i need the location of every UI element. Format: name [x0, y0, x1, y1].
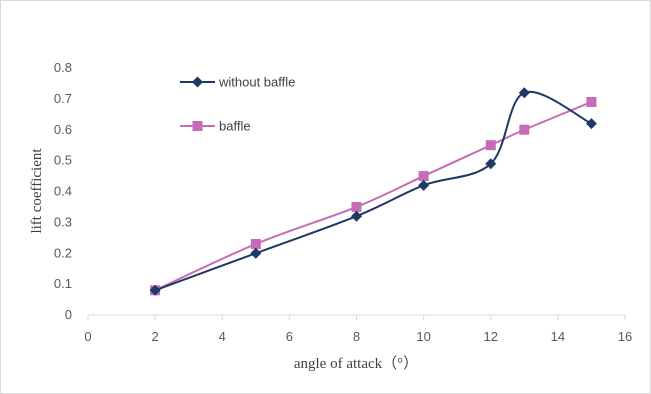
- x-axis: 0 2 4 6 8 10 12 14 16: [84, 314, 632, 344]
- data-point: [519, 124, 530, 135]
- legend-item: baffle: [180, 119, 251, 134]
- y-tick-label: 0.6: [54, 122, 72, 137]
- x-tick-label: 8: [353, 329, 360, 344]
- x-tick-label: 4: [219, 329, 226, 344]
- y-tick-label: 0.1: [54, 276, 72, 291]
- x-tick-label: 10: [416, 329, 430, 344]
- series-baffle: [150, 96, 597, 296]
- data-point: [250, 247, 262, 259]
- x-axis-title: angle of attack（°）: [294, 355, 418, 372]
- x-tick-label: 6: [286, 329, 293, 344]
- y-tick-label: 0: [65, 307, 72, 322]
- x-tick-label: 16: [618, 329, 632, 344]
- legend-label: baffle: [219, 119, 251, 134]
- y-tick-label: 0.5: [54, 153, 72, 168]
- y-tick-label: 0.3: [54, 214, 72, 229]
- data-point: [585, 118, 597, 130]
- x-tick-label: 2: [152, 329, 159, 344]
- x-tick-label: 12: [484, 329, 498, 344]
- data-point: [149, 284, 161, 296]
- legend: without baffle baffle: [180, 75, 295, 134]
- y-axis: 0 0.1 0.2 0.3 0.4 0.5 0.6 0.7 0.8: [54, 60, 72, 322]
- legend-item: without baffle: [180, 75, 295, 90]
- data-point: [250, 238, 261, 249]
- data-point: [418, 179, 430, 191]
- y-tick-label: 0.7: [54, 91, 72, 106]
- y-axis-title: lift coefficient: [29, 148, 45, 234]
- x-tick-label: 0: [84, 329, 91, 344]
- x-tick-label: 14: [551, 329, 565, 344]
- data-point: [351, 201, 362, 212]
- data-point: [586, 96, 597, 107]
- data-point: [351, 210, 362, 222]
- y-tick-label: 0.2: [54, 245, 72, 260]
- legend-label: without baffle: [218, 75, 295, 90]
- data-point: [485, 140, 496, 151]
- series-layer: [149, 87, 597, 296]
- data-point: [418, 171, 429, 182]
- y-tick-label: 0.4: [54, 184, 72, 199]
- legend-marker: [192, 121, 203, 131]
- data-point: [518, 87, 530, 99]
- y-tick-label: 0.8: [54, 60, 72, 75]
- legend-marker: [192, 76, 203, 88]
- series-without-baffle: [149, 87, 597, 296]
- data-point: [485, 158, 497, 170]
